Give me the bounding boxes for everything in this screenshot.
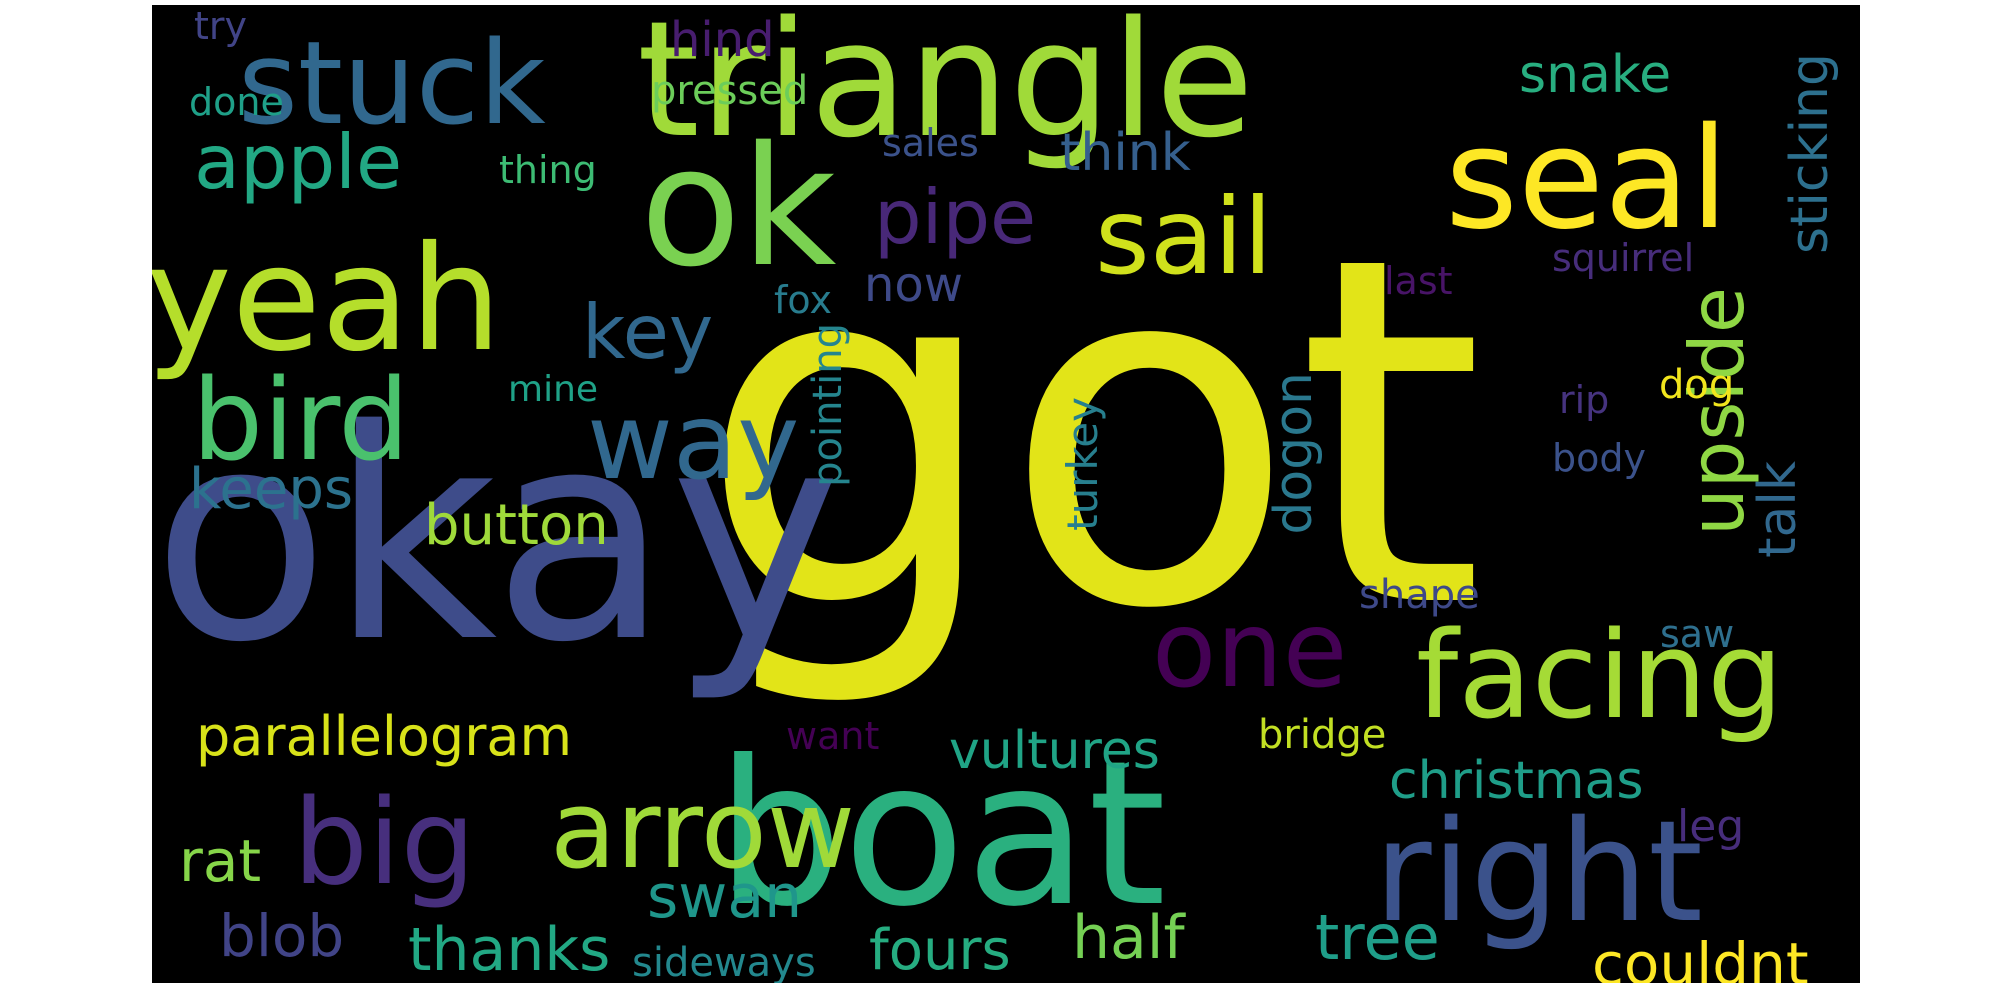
- word-dogon: dogon: [1264, 372, 1324, 535]
- word-fox: fox: [774, 278, 832, 322]
- word-body: body: [1552, 436, 1646, 480]
- word-okay: okay: [152, 369, 842, 706]
- word-pipe: pipe: [874, 173, 1037, 261]
- word-triangle: triangle: [637, 5, 1254, 173]
- word-rat: rat: [179, 827, 262, 895]
- word-parallelogram: parallelogram: [196, 705, 573, 768]
- word-fours: fours: [869, 918, 1011, 983]
- word-swan: swan: [647, 862, 803, 932]
- word-button: button: [424, 493, 609, 558]
- word-yeah: yeah: [152, 215, 502, 384]
- word-right: right: [1374, 791, 1703, 954]
- word-bridge: bridge: [1258, 712, 1387, 758]
- word-ok: ok: [640, 111, 837, 303]
- word-keeps: keeps: [189, 457, 354, 522]
- word-one: one: [1152, 589, 1348, 711]
- word-done: done: [189, 80, 284, 124]
- word-want: want: [786, 714, 880, 758]
- word-bird: bird: [192, 356, 410, 486]
- word-cloud: got okay boat triangle ok yeah seal stuc…: [152, 5, 1860, 983]
- word-snake: snake: [1519, 45, 1672, 105]
- word-sticking: sticking: [1780, 53, 1840, 255]
- word-turkey: turkey: [1058, 397, 1107, 531]
- word-couldnt: couldnt: [1592, 930, 1809, 983]
- word-tree: tree: [1315, 901, 1440, 974]
- word-rip: rip: [1559, 378, 1610, 422]
- word-dog: dog: [1659, 362, 1735, 408]
- word-squirrel: squirrel: [1552, 236, 1695, 280]
- word-thanks: thanks: [408, 915, 611, 983]
- word-mine: mine: [508, 369, 599, 410]
- word-try: try: [194, 5, 248, 48]
- word-apple: apple: [194, 118, 403, 206]
- word-sales: sales: [882, 121, 979, 165]
- word-last: last: [1384, 259, 1453, 303]
- word-half: half: [1072, 903, 1185, 973]
- word-saw: saw: [1660, 612, 1735, 656]
- word-talk: talk: [1748, 461, 1808, 558]
- word-big: big: [293, 773, 476, 911]
- word-sail: sail: [1095, 176, 1273, 298]
- word-pressed: pressed: [651, 68, 809, 114]
- word-christmas: christmas: [1389, 751, 1644, 811]
- word-sideways: sideways: [632, 940, 816, 983]
- word-key: key: [582, 288, 714, 376]
- word-now: now: [864, 257, 964, 313]
- word-leg: leg: [1677, 801, 1745, 852]
- word-boat: boat: [716, 718, 1167, 951]
- word-seal: seal: [1445, 98, 1729, 261]
- word-vultures: vultures: [949, 721, 1160, 781]
- word-got: got: [698, 155, 1485, 714]
- word-pointing: pointing: [805, 323, 851, 487]
- word-arrow: arrow: [550, 768, 856, 893]
- word-hind: hind: [670, 12, 775, 68]
- word-way: way: [587, 381, 800, 503]
- word-think: think: [1060, 123, 1191, 183]
- word-stuck: stuck: [238, 17, 546, 151]
- word-blob: blob: [219, 902, 345, 970]
- word-upside: upside: [1673, 287, 1761, 536]
- word-facing: facing: [1416, 607, 1784, 746]
- word-shape: shape: [1359, 572, 1480, 618]
- word-thing: thing: [499, 148, 597, 192]
